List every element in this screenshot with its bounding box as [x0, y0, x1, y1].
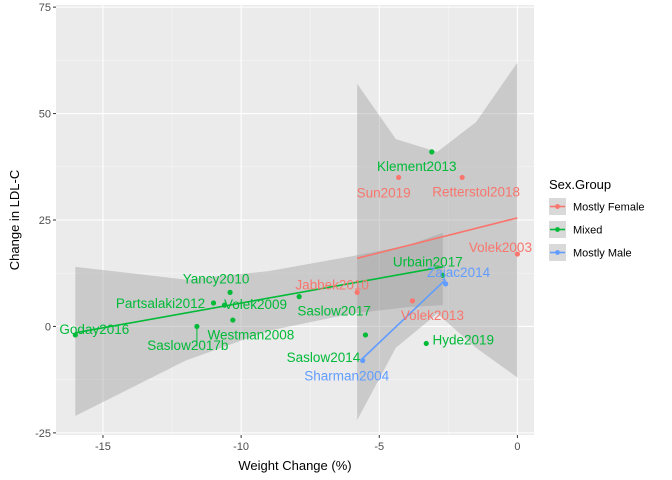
- point-label: Goday2016: [59, 322, 129, 337]
- data-point: [296, 294, 302, 300]
- data-point: [514, 251, 521, 257]
- legend-key-point: [555, 204, 560, 209]
- x-tick-label: -15: [95, 441, 111, 453]
- grid: [56, 5, 534, 435]
- point-label: Westman2008: [208, 327, 295, 342]
- data-point: [221, 302, 228, 308]
- legend: Sex.Group Mostly Female Mixed Mostly Male: [549, 177, 645, 261]
- data-points: [72, 149, 521, 364]
- data-point: [72, 332, 78, 338]
- fit-line: [75, 266, 443, 334]
- legend-title: Sex.Group: [549, 177, 611, 192]
- data-point: [194, 323, 200, 330]
- point-label: Volek2003: [469, 240, 532, 255]
- point-label: Saslow2017b: [147, 338, 228, 353]
- confidence-bands: [75, 62, 518, 421]
- data-point: [227, 289, 233, 295]
- point-label: Urbain2017: [393, 254, 463, 269]
- point-label: Hyde2019: [432, 332, 494, 347]
- x-tick-label: 0: [514, 441, 520, 453]
- data-point: [210, 300, 217, 306]
- data-point: [423, 340, 429, 347]
- legend-label: Mostly Male: [573, 248, 632, 260]
- data-point: [354, 289, 360, 295]
- legend-label: Mixed: [573, 225, 602, 237]
- y-tick-label: 50: [39, 109, 51, 121]
- x-tick-label: -5: [374, 441, 384, 453]
- data-point: [429, 149, 435, 155]
- data-point: [459, 174, 465, 181]
- point-label: Saslow2014: [287, 350, 361, 365]
- y-tick-label: -25: [35, 428, 51, 440]
- point-label: Zajac2014: [427, 265, 491, 280]
- confidence-band: [357, 62, 518, 421]
- y-axis-title: Change in LDL-C: [7, 170, 22, 270]
- point-label: Sun2019: [357, 185, 411, 200]
- point-label: Yancy2010: [183, 271, 250, 286]
- data-point: [440, 272, 446, 278]
- point-label: Volek2009: [224, 297, 287, 312]
- point-label: Volek2013: [401, 308, 464, 323]
- fit-line: [362, 279, 447, 359]
- point-label: Retterstol2018: [432, 184, 520, 199]
- point-label: Jabbek2010: [295, 277, 369, 292]
- point-label: Sharman2004: [304, 368, 389, 383]
- point-label: Klement2013: [377, 159, 457, 174]
- fit-line: [356, 217, 518, 260]
- point-label: Saslow2017: [297, 304, 371, 319]
- data-point: [396, 174, 402, 181]
- data-point: [409, 298, 416, 304]
- legend-key-point: [555, 227, 560, 232]
- data-point: [442, 281, 449, 287]
- axes: -15 -10 -5 0 -25 0 25 50 75: [35, 2, 520, 453]
- y-tick-label: 75: [39, 2, 51, 14]
- point-label: Partsalaki2012: [116, 296, 205, 311]
- point-labels: Sun2019 Retterstol2018 Volek2003 Jabbek2010…: [59, 159, 532, 384]
- data-point: [360, 357, 366, 364]
- x-axis-title: Weight Change (%): [238, 458, 351, 473]
- confidence-band: [75, 232, 443, 416]
- x-tick-label: -10: [233, 441, 249, 453]
- data-point: [230, 317, 236, 323]
- legend-key-point: [555, 250, 560, 255]
- y-tick-label: 25: [39, 215, 51, 227]
- y-tick-label: 0: [45, 321, 51, 333]
- data-point: [362, 332, 369, 338]
- legend-label: Mostly Female: [573, 202, 645, 214]
- fit-lines: [75, 217, 518, 359]
